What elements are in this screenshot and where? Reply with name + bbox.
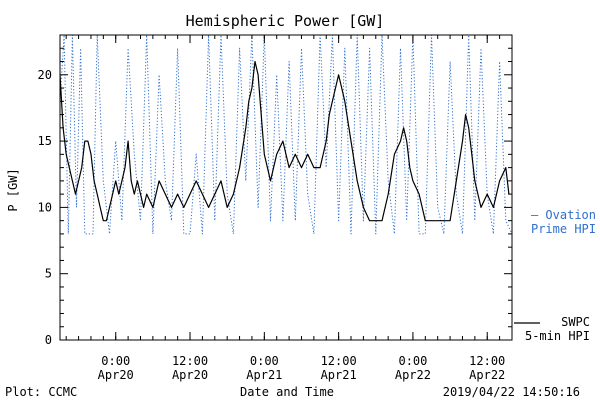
x-tick-label-date: Apr22 — [395, 368, 431, 382]
axes-layer: 051015200:00Apr2012:00Apr200:00Apr2112:0… — [38, 34, 513, 382]
x-tick-label-date: Apr20 — [172, 368, 208, 382]
y-tick-label: 5 — [45, 267, 52, 281]
legend-ovation-line2: Prime HPI — [531, 222, 596, 236]
x-tick-label-time: 0:00 — [250, 354, 279, 368]
legend-swpc-line1: SWPC — [561, 315, 590, 329]
footer-timestamp: 2019/04/22 14:50:16 — [443, 385, 580, 399]
x-tick-label-time: 0:00 — [101, 354, 130, 368]
x-tick-label-date: Apr20 — [98, 368, 134, 382]
chart-title: Hemispheric Power [GW] — [186, 12, 385, 30]
y-tick-label: 15 — [38, 134, 52, 148]
x-tick-label-time: 12:00 — [321, 354, 357, 368]
footer-left: Plot: CCMC — [5, 385, 77, 399]
series-line-swpc-5-min-hpi — [60, 60, 510, 222]
x-tick-label-time: 12:00 — [469, 354, 505, 368]
legend-swpc-line2: 5-min HPI — [525, 329, 590, 343]
x-tick-label-time: 12:00 — [172, 354, 208, 368]
x-axis-label: Date and Time — [240, 385, 334, 399]
series-line-ovation-prime-hpi — [60, 35, 512, 235]
series-layer — [60, 35, 512, 235]
x-tick-label-date: Apr22 — [469, 368, 505, 382]
x-tick-label-time: 0:00 — [398, 354, 427, 368]
y-axis-label: P [GW] — [6, 168, 20, 211]
y-tick-label: 20 — [38, 68, 52, 82]
y-tick-label: 0 — [45, 333, 52, 347]
x-tick-label-date: Apr21 — [321, 368, 357, 382]
x-tick-label-date: Apr21 — [246, 368, 282, 382]
y-tick-label: 10 — [38, 200, 52, 214]
plot-frame — [59, 34, 513, 341]
legend-ovation-line1: — Ovation — [531, 208, 596, 222]
